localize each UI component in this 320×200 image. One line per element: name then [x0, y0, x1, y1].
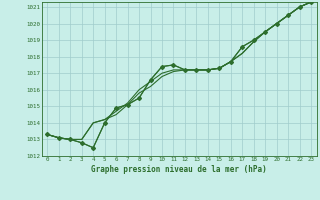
X-axis label: Graphe pression niveau de la mer (hPa): Graphe pression niveau de la mer (hPa) [91, 165, 267, 174]
